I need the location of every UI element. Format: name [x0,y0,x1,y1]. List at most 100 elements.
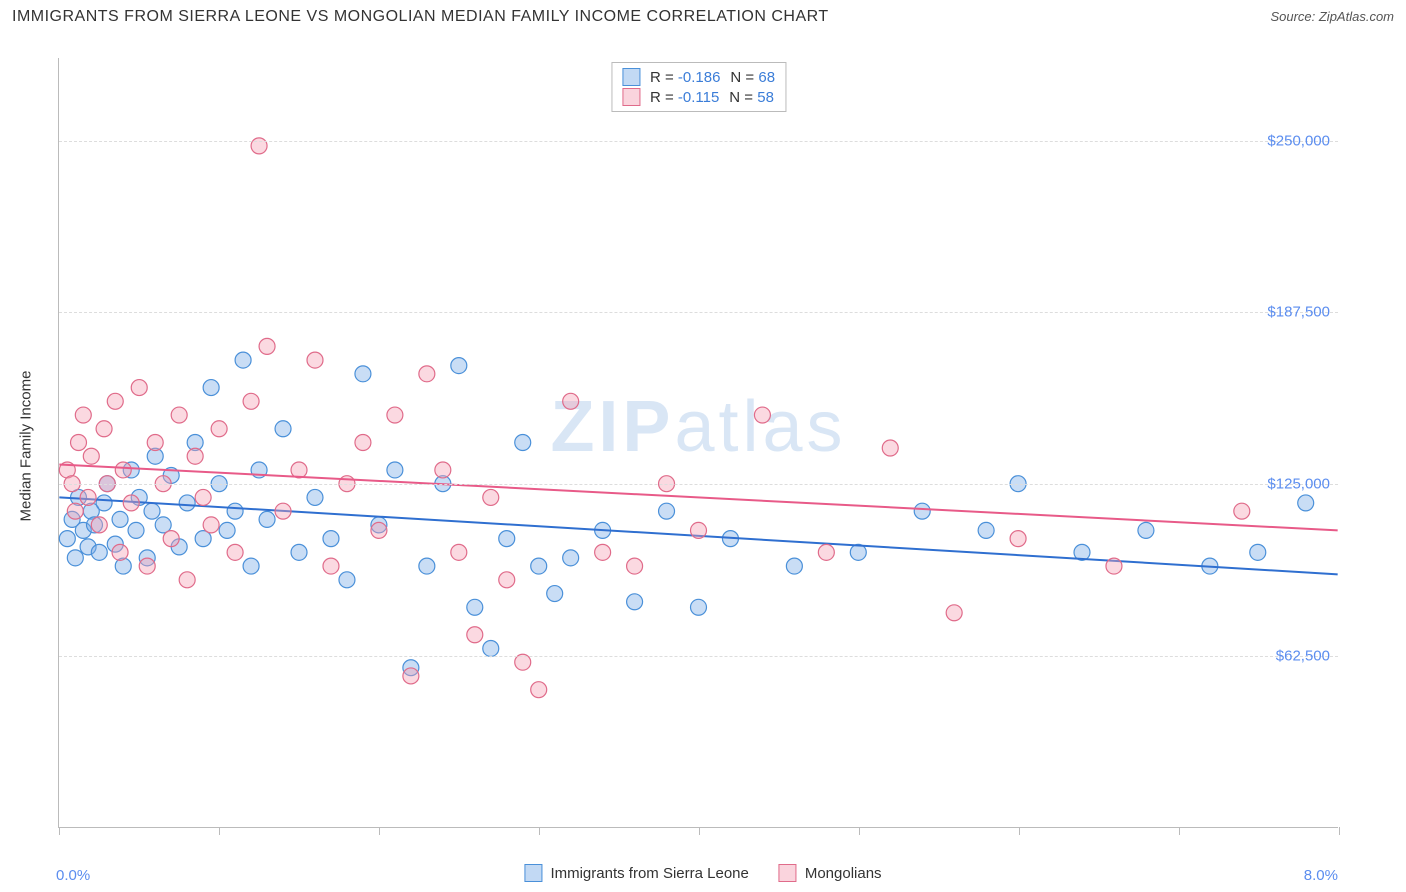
x-tick [859,827,860,835]
chart-container: IMMIGRANTS FROM SIERRA LEONE VS MONGOLIA… [8,8,1398,884]
scatter-point [115,462,131,478]
x-label-right: 8.0% [1304,867,1338,884]
scatter-point [219,522,235,538]
x-tick [1339,827,1340,835]
swatch-pink [779,864,797,882]
y-tick-label: $250,000 [1267,132,1330,149]
scatter-point [235,352,251,368]
scatter-point [499,572,515,588]
scatter-point [595,544,611,560]
scatter-point [563,393,579,409]
scatter-point [467,627,483,643]
scatter-point [403,668,419,684]
trend-line [59,464,1337,530]
x-tick [539,827,540,835]
scatter-point [227,503,243,519]
scatter-point [75,407,91,423]
scatter-point [307,489,323,505]
scatter-point [355,366,371,382]
scatter-point [96,495,112,511]
scatter-point [786,558,802,574]
scatter-point [179,572,195,588]
swatch-blue [524,864,542,882]
scatter-point [419,558,435,574]
x-tick [59,827,60,835]
scatter-point [1250,544,1266,560]
scatter-point [243,558,259,574]
scatter-point [80,489,96,505]
scatter-point [1106,558,1122,574]
scatter-point [67,550,83,566]
scatter-point [123,495,139,511]
chart-title: IMMIGRANTS FROM SIERRA LEONE VS MONGOLIA… [12,8,829,26]
scatter-point [1010,531,1026,547]
scatter-point [1138,522,1154,538]
scatter-point [754,407,770,423]
scatter-point [195,489,211,505]
y-axis-title: Median Family Income [18,371,35,522]
scatter-point [91,517,107,533]
scatter-point [139,558,155,574]
scatter-point [323,531,339,547]
scatter-point [131,380,147,396]
scatter-point [59,531,75,547]
y-tick-label: $125,000 [1267,476,1330,493]
scatter-point [387,462,403,478]
y-tick-label: $62,500 [1276,648,1330,665]
scatter-point [144,503,160,519]
x-tick [1179,827,1180,835]
scatter-point [882,440,898,456]
scatter-point [147,435,163,451]
scatter-point [128,522,144,538]
scatter-point [67,503,83,519]
scatter-point [211,421,227,437]
scatter-point [563,550,579,566]
scatter-point [275,421,291,437]
scatter-point [515,435,531,451]
scatter-point [419,366,435,382]
scatter-point [83,448,99,464]
scatter-point [112,544,128,560]
scatter-point [499,531,515,547]
scatter-point [691,599,707,615]
scatter-point [203,380,219,396]
x-tick [699,827,700,835]
scatter-point [531,558,547,574]
scatter-point [627,558,643,574]
scatter-point [307,352,323,368]
scatter-point [435,462,451,478]
scatter-point [91,544,107,560]
scatter-point [691,522,707,538]
scatter-point [179,495,195,511]
scatter-point [243,393,259,409]
y-tick-label: $187,500 [1267,304,1330,321]
scatter-point [547,586,563,602]
scatter-point [187,448,203,464]
scatter-point [259,511,275,527]
scatter-point [1298,495,1314,511]
x-label-left: 0.0% [56,867,90,884]
scatter-point [483,640,499,656]
source-label: Source: ZipAtlas.com [1270,9,1394,24]
legend-label: Immigrants from Sierra Leone [550,865,748,882]
scatter-point [659,503,675,519]
gridline [59,141,1338,142]
scatter-svg [59,58,1338,827]
x-tick [219,827,220,835]
scatter-point [339,572,355,588]
scatter-point [275,503,291,519]
scatter-point [467,599,483,615]
scatter-point [451,544,467,560]
scatter-point [531,682,547,698]
x-tick [1019,827,1020,835]
plot-area: ZIPatlas R = -0.186 N = 68 R = -0.115 N … [58,58,1338,828]
scatter-point [818,544,834,560]
scatter-point [112,511,128,527]
scatter-point [323,558,339,574]
scatter-point [163,531,179,547]
scatter-point [259,338,275,354]
scatter-point [203,517,219,533]
scatter-point [387,407,403,423]
scatter-point [96,421,112,437]
scatter-point [227,544,243,560]
